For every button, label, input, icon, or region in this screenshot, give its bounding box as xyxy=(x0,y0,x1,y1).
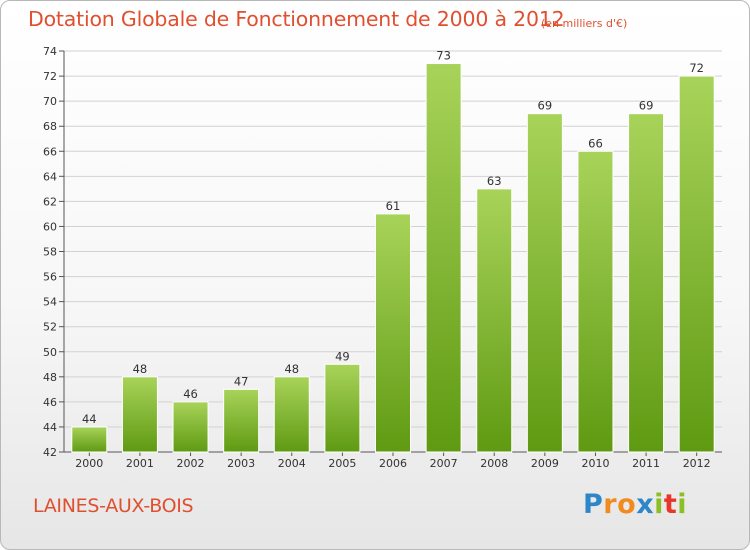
value-label: 69 xyxy=(538,99,553,113)
y-tick-label: 58 xyxy=(43,246,57,259)
x-tick-label: 2008 xyxy=(480,457,508,470)
logo-letter: i xyxy=(677,489,688,520)
bar-2012[interactable] xyxy=(678,75,715,453)
proxiti-logo[interactable]: Proxiti xyxy=(583,489,687,520)
bar-2007[interactable] xyxy=(425,63,462,453)
y-tick-label: 42 xyxy=(43,446,57,459)
bar-2000[interactable] xyxy=(71,426,108,453)
labels: 44 2000 48 2001 46 2002 47 2003 48 2004 49 2005 61 20… xyxy=(75,49,710,470)
bar-2006[interactable] xyxy=(375,213,411,453)
y-tick-label: 60 xyxy=(43,220,57,233)
x-tick-label: 2006 xyxy=(379,457,407,470)
value-label: 46 xyxy=(183,387,198,401)
commune-name: LAINES-AUX-BOIS xyxy=(33,495,194,517)
bars xyxy=(71,63,715,453)
y-tick-label: 66 xyxy=(43,145,57,158)
bar-2004[interactable] xyxy=(273,376,310,453)
logo-letter: t xyxy=(663,489,678,520)
x-tick-label: 2009 xyxy=(531,457,559,470)
y-tick-label: 48 xyxy=(43,371,57,384)
value-label: 73 xyxy=(436,49,451,63)
y-tick-label: 54 xyxy=(43,296,57,309)
x-tick-label: 2003 xyxy=(227,457,255,470)
bar-2010[interactable] xyxy=(577,150,614,453)
x-tick-label: 2004 xyxy=(278,457,306,470)
value-label: 44 xyxy=(82,412,97,426)
logo-letter: r xyxy=(603,489,618,520)
x-tick-label: 2012 xyxy=(683,457,711,470)
value-label: 66 xyxy=(588,136,603,150)
x-tick-label: 2001 xyxy=(126,457,154,470)
x-tick-label: 2002 xyxy=(177,457,205,470)
value-label: 48 xyxy=(284,362,299,376)
y-tick-label: 52 xyxy=(43,321,57,334)
bar-2003[interactable] xyxy=(223,388,260,453)
y-tick-label: 62 xyxy=(43,195,57,208)
y-tick-label: 74 xyxy=(43,45,57,58)
value-label: 49 xyxy=(335,349,350,363)
bar-2008[interactable] xyxy=(476,188,513,453)
y-tick-label: 68 xyxy=(43,120,57,133)
x-tick-label: 2010 xyxy=(581,457,609,470)
bar-2001[interactable] xyxy=(121,376,158,453)
x-tick-label: 2000 xyxy=(75,457,103,470)
bar-2011[interactable] xyxy=(628,113,665,453)
y-tick-label: 64 xyxy=(43,170,57,183)
y-tick-label: 50 xyxy=(43,346,57,359)
y-tick-label: 44 xyxy=(43,421,57,434)
chart-subtitle: (en milliers d'€) xyxy=(541,17,628,30)
value-label: 48 xyxy=(133,362,148,376)
chart-title: Dotation Globale de Fonctionnement de 20… xyxy=(28,7,565,31)
logo-letter: i xyxy=(654,489,664,520)
x-tick-label: 2007 xyxy=(430,457,458,470)
bar-2002[interactable] xyxy=(172,401,209,453)
value-label: 63 xyxy=(487,174,502,188)
value-label: 47 xyxy=(234,374,249,388)
value-label: 69 xyxy=(639,99,654,113)
bar-2009[interactable] xyxy=(526,113,563,453)
y-tick-label: 46 xyxy=(43,396,57,409)
y-tick-label: 70 xyxy=(43,95,57,108)
y-tick-label: 56 xyxy=(43,271,57,284)
logo-letter: P xyxy=(583,489,604,520)
y-tick-label: 72 xyxy=(43,70,57,83)
logo-letter: x xyxy=(636,489,655,520)
x-tick-label: 2011 xyxy=(632,457,660,470)
bar-2005[interactable] xyxy=(324,363,361,453)
x-tick-label: 2005 xyxy=(328,457,356,470)
value-label: 61 xyxy=(386,199,401,213)
logo-letter: o xyxy=(617,489,637,520)
value-label: 72 xyxy=(689,61,704,75)
